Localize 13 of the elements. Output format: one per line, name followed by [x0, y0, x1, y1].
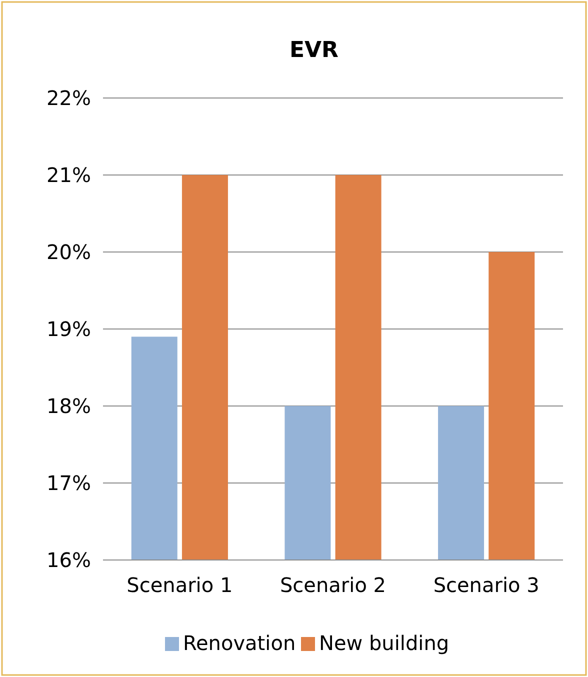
y-tick-label: 19% — [46, 317, 91, 341]
x-tick-label: Scenario 1 — [126, 573, 233, 597]
x-tick-label: Scenario 2 — [280, 573, 386, 597]
y-tick-label: 18% — [46, 394, 91, 418]
legend-label: Renovation — [183, 631, 296, 655]
x-tick-label: Scenario 3 — [433, 573, 540, 597]
chart-title: EVR — [290, 38, 339, 63]
y-tick-label: 16% — [46, 548, 91, 572]
y-tick-label: 21% — [46, 163, 91, 187]
y-tick-label: 17% — [46, 471, 91, 495]
y-tick-label: 20% — [46, 240, 91, 264]
legend-label: New building — [319, 631, 450, 655]
y-tick-label: 22% — [46, 86, 91, 110]
